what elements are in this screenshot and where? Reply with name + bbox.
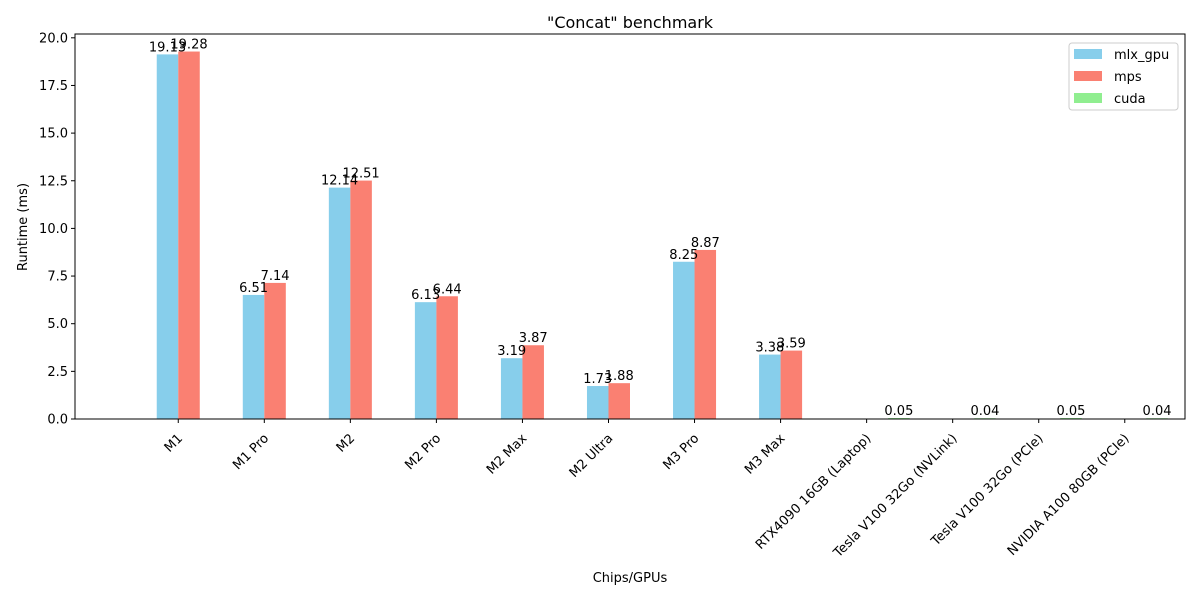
y-axis: 0.0 2.5 5.0 7.5 10.0 12.5 15.0 17.5 20.0: [39, 31, 75, 428]
y-tick-label: 12.5: [39, 174, 68, 189]
bar-value-label: 8.87: [691, 236, 720, 251]
bar-value-label: 0.04: [970, 404, 999, 419]
x-axis-label: Chips/GPUs: [593, 571, 668, 586]
bar-mps-7: [780, 350, 803, 419]
bar-value-label: 1.73: [583, 372, 612, 387]
bar-value-label: 12.51: [342, 167, 379, 182]
y-tick-label: 2.5: [47, 365, 68, 380]
bar-mlx_gpu-0: [156, 54, 179, 420]
bar-value-label: 3.19: [497, 344, 526, 359]
y-tick-label: 0.0: [47, 413, 68, 428]
bar-labels-layer: 19.13 6.51 12.14 6.13 3.19 1.73 8.25 3.38 19.28 7…: [149, 38, 1172, 420]
bar-value-label: 1.88: [605, 369, 634, 384]
bar-value-label: 0.05: [1057, 404, 1086, 419]
bar-mlx_gpu-2: [328, 187, 351, 419]
x-tick-label: M2 Pro: [402, 431, 444, 473]
bar-value-label: 3.59: [777, 337, 806, 352]
bar-mps-4: [522, 345, 544, 419]
x-tick-label: M2 Ultra: [567, 431, 617, 481]
y-tick-label: 10.0: [39, 222, 68, 237]
bar-value-label: 12.14: [321, 174, 358, 189]
y-axis-label: Runtime (ms): [16, 183, 31, 271]
bar-mps-1: [264, 282, 286, 419]
bar-value-label: 19.28: [170, 38, 207, 53]
x-tick-label: M3 Max: [742, 431, 789, 478]
legend-label: cuda: [1114, 92, 1146, 107]
bar-value-label: 0.04: [1143, 404, 1172, 419]
x-tick-label: M1 Pro: [230, 431, 272, 473]
legend-label: mlx_gpu: [1114, 48, 1169, 63]
bar-value-label: 7.14: [261, 269, 290, 284]
legend-swatch-cuda: [1074, 93, 1102, 103]
bar-mlx_gpu-6: [673, 261, 695, 419]
bar-value-label: 0.05: [884, 404, 913, 419]
y-tick-label: 17.5: [39, 79, 68, 94]
y-tick-label: 5.0: [47, 317, 68, 332]
bar-mlx_gpu-5: [586, 386, 609, 419]
legend-swatch-mlx_gpu: [1074, 49, 1102, 59]
bar-mlx_gpu-7: [759, 354, 781, 419]
bar-mps-3: [436, 296, 458, 419]
y-tick-label: 20.0: [39, 31, 68, 46]
bar-mps-0: [178, 51, 200, 419]
legend-label: mps: [1114, 70, 1142, 85]
x-axis: M1 M1 Pro M2 M2 Pro M2 Max M2 Ultra M3 Pro M3 M…: [162, 419, 1133, 561]
plot-frame: [74, 33, 1186, 420]
chart-title: "Concat" benchmark: [547, 13, 714, 32]
bar-mlx_gpu-1: [242, 294, 265, 419]
bar-mps-5: [608, 383, 630, 419]
bar-value-label: 6.44: [433, 282, 462, 297]
x-tick-label: M2: [334, 431, 358, 455]
bars-layer: [156, 51, 1168, 420]
bar-mlx_gpu-4: [500, 358, 523, 419]
bar-value-label: 3.87: [519, 331, 548, 346]
bar-mlx_gpu-3: [414, 302, 437, 419]
bar-value-label: 19.13: [149, 40, 186, 55]
bar-value-label: 3.38: [755, 341, 784, 356]
x-tick-label: M3 Pro: [660, 431, 702, 473]
y-tick-label: 15.0: [39, 127, 68, 142]
bar-value-label: 6.13: [411, 288, 440, 303]
bar-mps-6: [694, 249, 717, 419]
x-tick-label: M2 Max: [484, 431, 531, 478]
bar-value-label: 6.51: [239, 281, 268, 296]
bar-value-label: 8.25: [669, 248, 698, 263]
y-tick-label: 7.5: [47, 270, 68, 285]
x-tick-label: M1: [162, 431, 186, 455]
legend-swatch-mps: [1074, 71, 1102, 81]
bar-mps-2: [350, 180, 372, 419]
